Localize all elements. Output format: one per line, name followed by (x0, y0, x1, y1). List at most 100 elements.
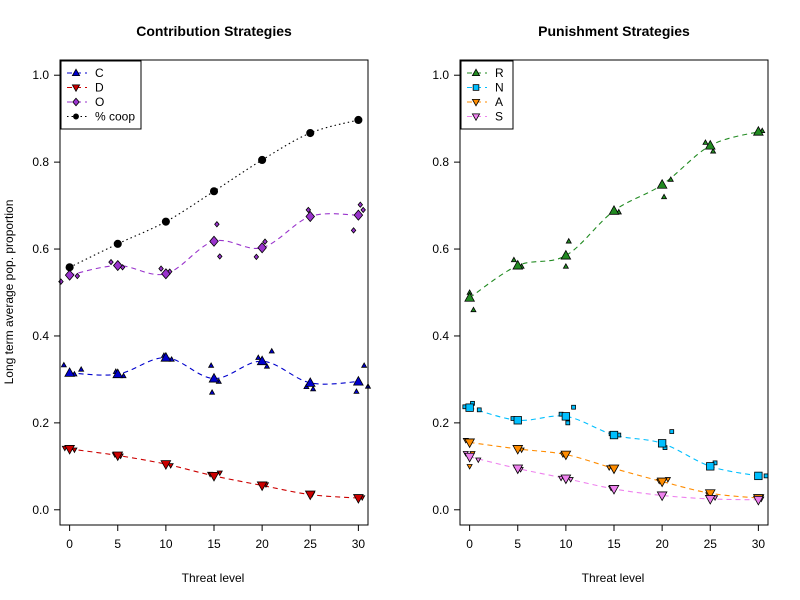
data-point (258, 155, 267, 165)
y-tick-label: 0.8 (32, 155, 49, 169)
data-point (465, 403, 474, 412)
scatter-point (360, 206, 366, 214)
x-tick-label: 20 (655, 537, 669, 551)
y-tick-label: 1.0 (432, 68, 449, 82)
data-point (256, 481, 268, 492)
scatter-point (660, 193, 668, 200)
y-tick-label: 0.8 (432, 155, 449, 169)
data-point (209, 187, 219, 196)
scatter-point (466, 464, 473, 470)
legend-marker (71, 68, 81, 77)
legend-marker (472, 84, 480, 91)
legend-label: D (95, 81, 104, 95)
scatter-point (763, 473, 769, 479)
data-point (352, 494, 364, 504)
scatter-point (709, 147, 717, 154)
legend-marker (471, 98, 481, 107)
data-point (608, 204, 620, 215)
legend-label: O (95, 95, 104, 109)
legend-label: N (495, 81, 504, 95)
chart-title: Contribution Strategies (136, 23, 292, 39)
scatter-point (217, 253, 223, 260)
data-point (64, 445, 76, 455)
data-point (306, 128, 315, 138)
scatter-point (208, 389, 216, 395)
data-point (161, 268, 171, 280)
legend-marker (471, 68, 481, 77)
panel-contribution: Contribution Strategies Threat level Lon… (2, 23, 372, 585)
scatter-point (565, 237, 572, 244)
data-point (752, 495, 764, 506)
data-point (352, 375, 364, 386)
x-tick-label: 15 (607, 537, 621, 551)
y-tick-label: 0.6 (32, 242, 49, 256)
legend-label: R (495, 66, 504, 80)
scatter-point (562, 263, 570, 269)
x-tick-label: 5 (114, 537, 121, 551)
data-point (609, 430, 619, 440)
data-point (256, 355, 268, 366)
data-point (209, 235, 219, 247)
legend: CDO% coop (60, 60, 142, 130)
x-tick-label: 30 (752, 537, 766, 551)
scatter-point (350, 227, 357, 234)
scatter-point (667, 176, 674, 182)
scatter-point (167, 463, 174, 469)
y-tick-label: 0.0 (32, 503, 49, 517)
panel-punishment: Punishment Strategies Threat level 0 5 10 1… (432, 23, 769, 585)
scatter-point (309, 385, 317, 392)
data-point (561, 412, 571, 421)
x-tick-label: 15 (207, 537, 221, 551)
data-point (608, 464, 620, 475)
scatter-point (253, 253, 260, 261)
data-point (656, 491, 668, 502)
data-point (656, 178, 668, 189)
scatter-point (158, 265, 164, 272)
y-tick-label: 0.6 (432, 242, 449, 256)
data-point (65, 263, 74, 272)
y-tick-label: 0.2 (32, 416, 49, 430)
data-point (304, 490, 316, 501)
data-point (560, 474, 572, 485)
x-tick-label: 10 (159, 537, 173, 551)
legend-marker (73, 113, 79, 120)
data-point (704, 495, 716, 505)
data-point (512, 464, 524, 475)
x-tick-label: 10 (559, 537, 573, 551)
scatter-point (263, 362, 271, 369)
data-point (464, 452, 476, 463)
data-point (704, 139, 716, 150)
y-tick-label: 0.4 (32, 329, 49, 343)
x-tick-label: 0 (466, 537, 473, 551)
data-point (112, 259, 123, 272)
data-point (512, 445, 524, 455)
scatter-point (214, 221, 220, 228)
scatter-point (353, 388, 360, 394)
y-tick-label: 0.2 (432, 416, 449, 430)
data-point (754, 471, 763, 481)
scatter-point (475, 457, 482, 464)
scatter-point (71, 447, 78, 454)
data-point (208, 471, 220, 482)
x-tick-label: 25 (704, 537, 718, 551)
scatter-point (207, 362, 215, 368)
data-point (113, 239, 122, 248)
legend-label: A (495, 95, 503, 109)
scatter-point (255, 354, 262, 360)
y-tick-label: 0.4 (432, 329, 449, 343)
scatter-point (360, 362, 368, 368)
scatter-point (567, 477, 574, 483)
scatter-point (470, 306, 477, 313)
scatter-point (565, 420, 571, 426)
scatter-point (78, 366, 85, 372)
scatter-point (476, 407, 482, 413)
data-point (513, 416, 522, 425)
data-point (560, 450, 572, 461)
data-point (112, 368, 124, 379)
y-tick-label: 1.0 (32, 68, 49, 82)
x-tick-label: 30 (352, 537, 366, 551)
legend-label: % coop (95, 110, 135, 124)
scatter-point (305, 206, 312, 214)
